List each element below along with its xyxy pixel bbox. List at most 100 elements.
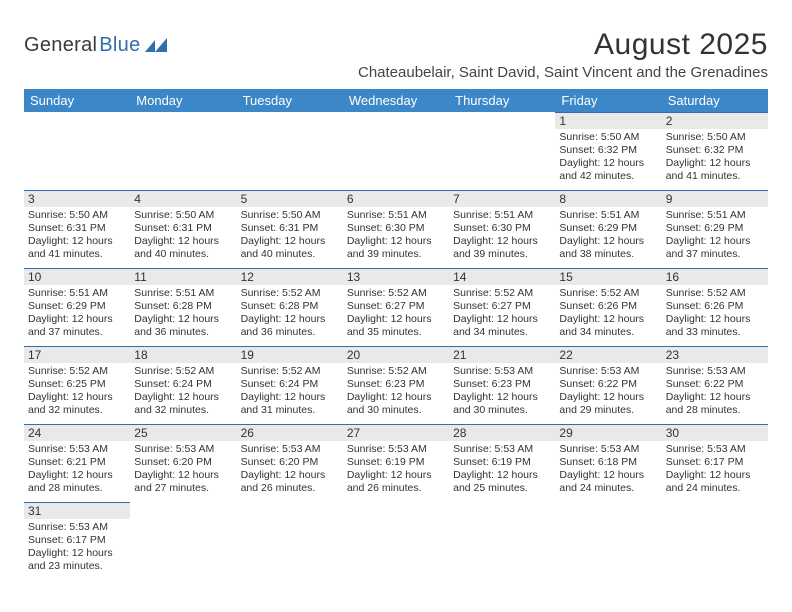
sunset-text: Sunset: 6:32 PM xyxy=(559,144,657,157)
calendar-body: 1Sunrise: 5:50 AMSunset: 6:32 PMDaylight… xyxy=(24,112,768,580)
sunrise-text: Sunrise: 5:52 AM xyxy=(559,287,657,300)
weekday-header: Monday xyxy=(130,89,236,112)
sunrise-text: Sunrise: 5:51 AM xyxy=(134,287,232,300)
calendar-week-row: 31Sunrise: 5:53 AMSunset: 6:17 PMDayligh… xyxy=(24,502,768,580)
sunrise-text: Sunrise: 5:53 AM xyxy=(453,443,551,456)
sunset-text: Sunset: 6:28 PM xyxy=(134,300,232,313)
sunrise-text: Sunrise: 5:53 AM xyxy=(559,365,657,378)
calendar-cell: 3Sunrise: 5:50 AMSunset: 6:31 PMDaylight… xyxy=(24,190,130,268)
sunrise-text: Sunrise: 5:52 AM xyxy=(134,365,232,378)
logo-flag-icon xyxy=(145,38,167,54)
daylight-text-2: and 32 minutes. xyxy=(28,404,126,417)
daylight-text-1: Daylight: 12 hours xyxy=(241,469,339,482)
daylight-text-2: and 37 minutes. xyxy=(28,326,126,339)
day-number: 11 xyxy=(130,268,236,285)
sunrise-text: Sunrise: 5:51 AM xyxy=(666,209,764,222)
daylight-text-1: Daylight: 12 hours xyxy=(134,469,232,482)
calendar-cell: 10Sunrise: 5:51 AMSunset: 6:29 PMDayligh… xyxy=(24,268,130,346)
daylight-text-1: Daylight: 12 hours xyxy=(559,313,657,326)
sunset-text: Sunset: 6:17 PM xyxy=(666,456,764,469)
sunset-text: Sunset: 6:18 PM xyxy=(559,456,657,469)
sunset-text: Sunset: 6:17 PM xyxy=(28,534,126,547)
calendar-week-row: 1Sunrise: 5:50 AMSunset: 6:32 PMDaylight… xyxy=(24,112,768,190)
calendar-cell xyxy=(662,502,768,580)
weekday-header: Friday xyxy=(555,89,661,112)
sunset-text: Sunset: 6:28 PM xyxy=(241,300,339,313)
sunrise-text: Sunrise: 5:53 AM xyxy=(28,443,126,456)
daylight-text-2: and 28 minutes. xyxy=(666,404,764,417)
sunrise-text: Sunrise: 5:53 AM xyxy=(241,443,339,456)
calendar-cell: 23Sunrise: 5:53 AMSunset: 6:22 PMDayligh… xyxy=(662,346,768,424)
daylight-text-1: Daylight: 12 hours xyxy=(666,469,764,482)
daylight-text-2: and 24 minutes. xyxy=(666,482,764,495)
sunset-text: Sunset: 6:19 PM xyxy=(453,456,551,469)
day-number: 19 xyxy=(237,346,343,363)
day-number: 30 xyxy=(662,424,768,441)
calendar-cell: 9Sunrise: 5:51 AMSunset: 6:29 PMDaylight… xyxy=(662,190,768,268)
daylight-text-2: and 41 minutes. xyxy=(666,170,764,183)
sunrise-text: Sunrise: 5:50 AM xyxy=(559,131,657,144)
sunrise-text: Sunrise: 5:53 AM xyxy=(134,443,232,456)
logo-text-blue: Blue xyxy=(99,34,140,57)
sunset-text: Sunset: 6:29 PM xyxy=(666,222,764,235)
day-number: 20 xyxy=(343,346,449,363)
daylight-text-1: Daylight: 12 hours xyxy=(347,469,445,482)
daylight-text-2: and 30 minutes. xyxy=(453,404,551,417)
day-number: 13 xyxy=(343,268,449,285)
day-number: 6 xyxy=(343,190,449,207)
day-number: 29 xyxy=(555,424,661,441)
calendar-cell: 29Sunrise: 5:53 AMSunset: 6:18 PMDayligh… xyxy=(555,424,661,502)
calendar-week-row: 24Sunrise: 5:53 AMSunset: 6:21 PMDayligh… xyxy=(24,424,768,502)
daylight-text-1: Daylight: 12 hours xyxy=(347,391,445,404)
daylight-text-1: Daylight: 12 hours xyxy=(28,547,126,560)
calendar-head: SundayMondayTuesdayWednesdayThursdayFrid… xyxy=(24,89,768,112)
calendar-cell: 2Sunrise: 5:50 AMSunset: 6:32 PMDaylight… xyxy=(662,112,768,190)
sunrise-text: Sunrise: 5:52 AM xyxy=(347,287,445,300)
sunrise-text: Sunrise: 5:51 AM xyxy=(559,209,657,222)
calendar-cell: 27Sunrise: 5:53 AMSunset: 6:19 PMDayligh… xyxy=(343,424,449,502)
calendar-cell xyxy=(343,112,449,190)
sunset-text: Sunset: 6:22 PM xyxy=(559,378,657,391)
daylight-text-2: and 35 minutes. xyxy=(347,326,445,339)
calendar-cell xyxy=(449,112,555,190)
daylight-text-2: and 40 minutes. xyxy=(134,248,232,261)
calendar-cell: 15 Sunrise: 5:52 AMSunset: 6:26 PMDayligh… xyxy=(555,268,661,346)
sunset-text: Sunset: 6:22 PM xyxy=(666,378,764,391)
sunset-text: Sunset: 6:30 PM xyxy=(453,222,551,235)
daylight-text-1: Daylight: 12 hours xyxy=(559,157,657,170)
daylight-text-1: Daylight: 12 hours xyxy=(241,391,339,404)
calendar-cell: 5Sunrise: 5:50 AMSunset: 6:31 PMDaylight… xyxy=(237,190,343,268)
sunset-text: Sunset: 6:20 PM xyxy=(241,456,339,469)
calendar-cell xyxy=(24,112,130,190)
calendar-cell: 22Sunrise: 5:53 AMSunset: 6:22 PMDayligh… xyxy=(555,346,661,424)
daylight-text-1: Daylight: 12 hours xyxy=(28,469,126,482)
day-number: 5 xyxy=(237,190,343,207)
daylight-text-1: Daylight: 12 hours xyxy=(28,235,126,248)
daylight-text-1: Daylight: 12 hours xyxy=(347,313,445,326)
day-number: 8 xyxy=(555,190,661,207)
sunset-text: Sunset: 6:26 PM xyxy=(559,300,657,313)
calendar-cell: 7Sunrise: 5:51 AMSunset: 6:30 PMDaylight… xyxy=(449,190,555,268)
daylight-text-1: Daylight: 12 hours xyxy=(453,235,551,248)
daylight-text-2: and 32 minutes. xyxy=(134,404,232,417)
calendar-cell: 12Sunrise: 5:52 AMSunset: 6:28 PMDayligh… xyxy=(237,268,343,346)
daylight-text-1: Daylight: 12 hours xyxy=(134,313,232,326)
sunrise-text: Sunrise: 5:50 AM xyxy=(241,209,339,222)
daylight-text-2: and 27 minutes. xyxy=(134,482,232,495)
day-number: 15 xyxy=(555,268,661,285)
day-number: 2 xyxy=(662,112,768,129)
sunset-text: Sunset: 6:26 PM xyxy=(666,300,764,313)
sunrise-text: Sunrise: 5:50 AM xyxy=(666,131,764,144)
day-number: 4 xyxy=(130,190,236,207)
sunrise-text: Sunrise: 5:52 AM xyxy=(241,365,339,378)
day-number: 26 xyxy=(237,424,343,441)
daylight-text-2: and 30 minutes. xyxy=(347,404,445,417)
daylight-text-1: Daylight: 12 hours xyxy=(134,235,232,248)
daylight-text-1: Daylight: 12 hours xyxy=(241,313,339,326)
daylight-text-2: and 24 minutes. xyxy=(559,482,657,495)
weekday-header: Saturday xyxy=(662,89,768,112)
daylight-text-2: and 39 minutes. xyxy=(347,248,445,261)
day-number: 18 xyxy=(130,346,236,363)
day-number: 10 xyxy=(24,268,130,285)
daylight-text-2: and 36 minutes. xyxy=(241,326,339,339)
